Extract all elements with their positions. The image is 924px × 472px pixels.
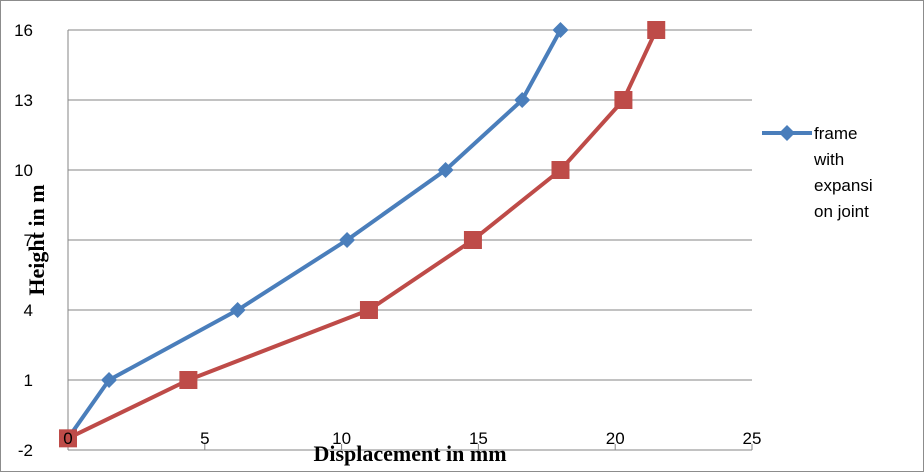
data-point-square (647, 21, 666, 39)
tick-labels: -2 1 4 7 10 13 16 0 5 10 15 20 25 (14, 21, 761, 460)
x-tick-label: 25 (743, 429, 762, 448)
y-tick-label: 7 (24, 231, 33, 250)
data-point-diamond (437, 162, 454, 178)
data-point-square (59, 429, 77, 448)
legend-label-line: expansi (814, 176, 873, 195)
data-point-square (179, 371, 198, 389)
x-tick-label: 15 (469, 429, 488, 448)
legend-marker-diamond (779, 125, 795, 141)
series-line-1 (66, 29, 563, 440)
legend-label-line: frame (814, 124, 857, 143)
data-point-square (359, 301, 378, 319)
x-tick-label: 10 (332, 429, 351, 448)
x-axis-title: Displacement in mm (313, 441, 506, 466)
x-tick-label: 5 (200, 429, 209, 448)
data-point-diamond (552, 22, 569, 38)
y-tick-label: -2 (18, 441, 33, 460)
x-tick-label: 0 (63, 429, 72, 448)
y-tick-label: 1 (24, 371, 33, 390)
y-tick-label: 4 (24, 301, 33, 320)
y-tick-label: 13 (14, 91, 33, 110)
data-point-diamond (339, 232, 356, 248)
data-point-square (614, 91, 633, 109)
legend-label-line: on joint (814, 202, 869, 221)
data-point-square (551, 161, 570, 179)
data-point-diamond (229, 302, 246, 318)
series-line-2 (67, 29, 659, 441)
y-axis-title: Height in m (24, 184, 49, 295)
y-tick-label: 10 (14, 161, 33, 180)
legend: frame with expansi on joint (762, 124, 873, 221)
data-point-diamond (101, 372, 118, 388)
y-tick-label: 16 (14, 21, 33, 40)
x-tick-label: 20 (606, 429, 625, 448)
axes (67, 30, 753, 451)
legend-label-line: with (813, 150, 844, 169)
gridlines (68, 29, 752, 381)
series-layer (59, 21, 666, 448)
data-point-square (463, 231, 482, 249)
data-point-diamond (514, 92, 531, 108)
